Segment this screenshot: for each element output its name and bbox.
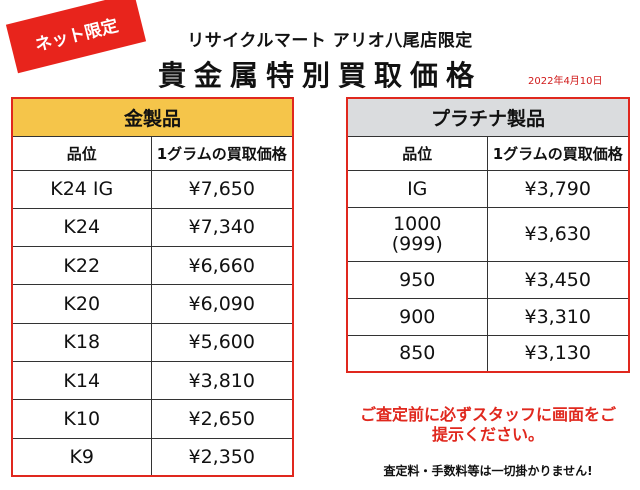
platinum-grade-sub: (999)	[391, 233, 443, 255]
gold-grade: K24	[11, 207, 152, 248]
platinum-grade: IG	[346, 169, 488, 208]
fees-note: 査定料・手数料等は一切掛かりません!	[383, 464, 593, 478]
gold-grade: K24 IG	[11, 169, 152, 209]
table-row: K10 ¥2,650	[11, 399, 294, 439]
table-row: K14 ¥3,810	[11, 360, 294, 401]
gold-grade: K10	[11, 399, 152, 439]
platinum-price: ¥3,310	[486, 297, 630, 336]
platinum-grade: 1000	[393, 213, 442, 235]
gold-grade-column-header: 品位	[11, 135, 152, 171]
table-row: K24 ¥7,340	[11, 207, 294, 248]
table-row: 900 ¥3,310	[346, 297, 630, 336]
staff-notice: ご査定前に必ずスタッフに画面をご 提示ください。	[346, 405, 630, 445]
platinum-grade-column-header: 品位	[346, 135, 488, 171]
gold-price: ¥5,600	[150, 322, 294, 362]
gold-price: ¥3,810	[150, 360, 294, 401]
gold-price: ¥2,350	[150, 437, 294, 477]
staff-notice-line1: ご査定前に必ずスタッフに画面をご	[359, 405, 616, 424]
platinum-price-table: プラチナ製品 品位 1グラムの買取価格 IG ¥3,790 1000 (999) …	[346, 97, 630, 373]
store-name: リサイクルマート アリオ八尾店限定	[187, 31, 473, 51]
table-row: K24 IG ¥7,650	[11, 169, 294, 209]
gold-price: ¥6,090	[150, 284, 294, 324]
gold-grade: K18	[11, 322, 152, 362]
gold-price-table: 金製品 品位 1グラムの買取価格 K24 IG ¥7,650 K24 ¥7,340 …	[11, 97, 294, 478]
gold-price: ¥2,650	[150, 399, 294, 439]
table-row: IG ¥3,790	[346, 169, 630, 208]
staff-notice-line2: 提示ください。	[431, 425, 544, 444]
platinum-price: ¥3,130	[486, 334, 630, 373]
platinum-table-header: プラチナ製品	[346, 97, 630, 137]
platinum-price-column-header: 1グラムの買取価格	[486, 135, 630, 171]
table-row: K20 ¥6,090	[11, 284, 294, 324]
platinum-grade: 950	[346, 260, 488, 299]
platinum-price: ¥3,630	[486, 206, 630, 262]
platinum-price: ¥3,790	[486, 169, 630, 208]
platinum-price: ¥3,450	[486, 260, 630, 299]
gold-grade: K22	[11, 246, 152, 286]
platinum-grade: 850	[346, 334, 488, 373]
table-row: K22 ¥6,660	[11, 246, 294, 286]
table-row: K18 ¥5,600	[11, 322, 294, 362]
gold-grade: K14	[11, 360, 152, 401]
gold-price: ¥7,650	[150, 169, 294, 209]
platinum-grade: 900	[346, 297, 488, 336]
gold-price: ¥7,340	[150, 207, 294, 248]
gold-price: ¥6,660	[150, 246, 294, 286]
gold-price-column-header: 1グラムの買取価格	[150, 135, 294, 171]
platinum-grade-cell: 1000 (999)	[346, 206, 488, 262]
price-date: 2022年4月10日	[528, 76, 603, 87]
gold-grade: K20	[11, 284, 152, 324]
table-row: 1000 (999) ¥3,630	[346, 206, 630, 262]
page-title: 貴金属特別買取価格	[157, 59, 482, 92]
gold-table-header: 金製品	[11, 97, 294, 137]
table-row: 850 ¥3,130	[346, 334, 630, 373]
table-row: K9 ¥2,350	[11, 437, 294, 477]
table-row: 950 ¥3,450	[346, 260, 630, 299]
gold-grade: K9	[11, 437, 152, 477]
